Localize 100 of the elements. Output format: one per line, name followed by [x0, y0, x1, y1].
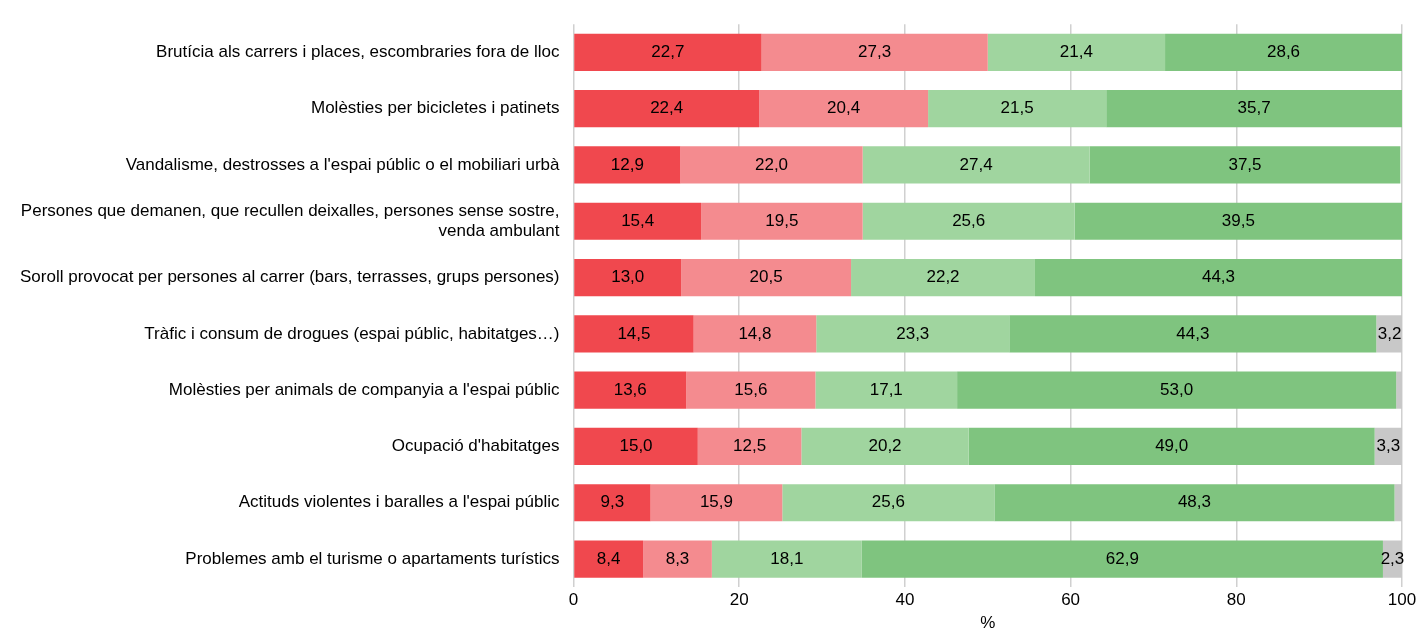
bar: [574, 202, 702, 240]
data-label: 3,3: [1376, 436, 1401, 456]
x-tick-label: 80: [1226, 590, 1246, 610]
data-label: 22,7: [651, 42, 685, 62]
bar: [697, 427, 802, 466]
data-label: 8,3: [665, 548, 690, 568]
x-tick-label: 60: [1061, 590, 1081, 610]
bar: [782, 484, 995, 522]
bar: [711, 540, 862, 578]
data-label: 44,3: [1176, 323, 1210, 343]
bar: [693, 315, 817, 353]
bar: [574, 258, 682, 297]
bar: [968, 427, 1375, 466]
x-tick-label: 0: [568, 590, 579, 610]
data-label: 9,3: [600, 492, 625, 512]
bar: [574, 484, 651, 522]
data-label: 49,0: [1155, 436, 1189, 456]
bar: [994, 484, 1395, 522]
data-label: 22,0: [754, 154, 789, 174]
bar: [815, 371, 958, 409]
data-label: 14,5: [617, 323, 651, 343]
bar: [686, 371, 816, 409]
x-tick-label: 100: [1387, 590, 1417, 610]
data-label: 8,4: [596, 548, 621, 568]
y-tick-label: Tràfic i consum de drogues (espai públic, habitatges…): [144, 323, 560, 343]
data-label: 48,3: [1177, 492, 1212, 512]
data-label: 35,7: [1237, 98, 1271, 118]
data-label: 19,5: [765, 210, 799, 230]
bar: [1165, 33, 1402, 71]
data-label: 17,1: [869, 379, 903, 399]
data-label: 22,4: [650, 98, 684, 118]
data-label: 12,5: [733, 436, 767, 456]
bar: [574, 33, 762, 71]
bar: [862, 146, 1090, 184]
y-tick-label: Actituds violentes i baralles a l'espai públic: [238, 492, 560, 512]
bar: [928, 90, 1107, 128]
bar: [681, 258, 852, 297]
data-label: 12,9: [610, 154, 644, 174]
data-label: 39,5: [1221, 210, 1255, 230]
data-label: 62,9: [1105, 548, 1139, 568]
data-label: 15,4: [621, 210, 655, 230]
y-tick-label: Molèsties per animals de companyia a l'espai públic: [168, 379, 561, 399]
bar: [701, 202, 863, 240]
x-tick-label: 40: [895, 590, 915, 610]
data-label: 13,0: [611, 267, 645, 287]
data-label: 13,6: [613, 379, 647, 399]
bar: [1089, 146, 1401, 184]
data-label: 3,2: [1377, 323, 1402, 343]
data-label: 21,4: [1059, 42, 1093, 62]
bar: [1106, 90, 1402, 128]
bar: [574, 540, 644, 578]
bar: [987, 33, 1166, 71]
bar: [801, 427, 969, 466]
bar: [574, 90, 760, 128]
y-tick-label: Problemes amb el turisme o apartaments turístics: [185, 548, 560, 568]
bar: [1009, 315, 1377, 353]
data-label: 14,8: [738, 323, 772, 343]
bar: [574, 315, 694, 353]
data-label: 20,4: [827, 98, 861, 118]
bar: [957, 371, 1397, 409]
bar: [574, 427, 698, 466]
bar: [761, 33, 988, 71]
bar: [574, 371, 687, 409]
data-label: 23,3: [896, 323, 930, 343]
data-label: 53,0: [1160, 379, 1194, 399]
data-label: 27,4: [959, 154, 993, 174]
bar: [1034, 258, 1402, 297]
y-tick-label: Ocupació d'habitatges: [391, 436, 560, 456]
y-tick-label: Vandalisme, destrosses a l'espai públic o el mobiliari urbà: [125, 154, 561, 174]
bar: [861, 540, 1383, 578]
data-label: 15,0: [619, 436, 653, 456]
data-label: 15,6: [734, 379, 768, 399]
data-label: 25,6: [871, 492, 905, 512]
y-tick-label: Persones que demanen, que recullen deixalles, persones sense sostre, venda ambulant: [20, 200, 560, 241]
data-label: 2,3: [1380, 548, 1405, 568]
bar: [650, 484, 783, 522]
bar: [1074, 202, 1402, 240]
data-label: 15,9: [699, 492, 733, 512]
bar: [862, 202, 1075, 240]
data-label: 18,1: [770, 548, 804, 568]
bar: [851, 258, 1035, 297]
bar: [816, 315, 1010, 353]
y-tick-label: Soroll provocat per persones al carrer (bars, terrasses, grups persones): [19, 267, 560, 287]
data-label: 28,6: [1266, 42, 1301, 62]
x-axis-title: %: [980, 613, 996, 633]
data-label: 21,5: [1000, 98, 1034, 118]
data-label: 27,3: [858, 42, 892, 62]
data-label: 22,2: [926, 267, 960, 287]
y-tick-label: Molèsties per bicicletes i patinets: [310, 98, 560, 118]
y-tick-label: Brutícia als carrers i places, escombraries fora de lloc: [156, 42, 560, 62]
data-label: 37,5: [1228, 154, 1262, 174]
data-label: 20,2: [868, 436, 902, 456]
x-tick-label: 20: [729, 590, 749, 610]
data-label: 44,3: [1201, 267, 1236, 287]
bar: [643, 540, 712, 578]
bar: [574, 146, 681, 184]
bar: [759, 90, 929, 128]
data-label: 20,5: [749, 267, 783, 287]
bar: [680, 146, 863, 184]
data-label: 25,6: [952, 210, 986, 230]
